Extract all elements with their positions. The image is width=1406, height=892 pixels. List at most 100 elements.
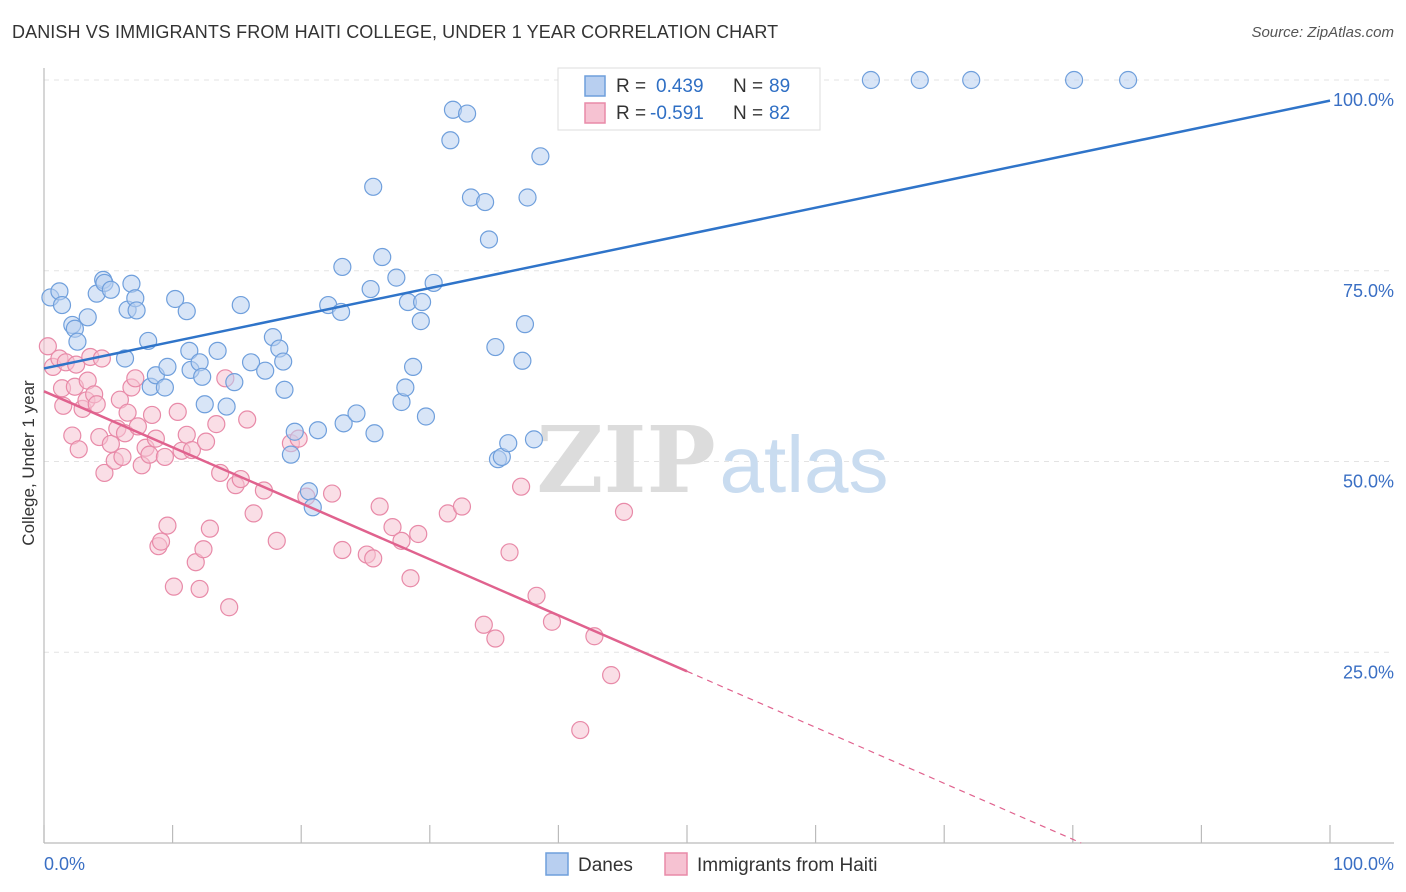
point-danes-37	[275, 380, 294, 399]
point-danes-48	[361, 279, 380, 299]
point-haiti-75	[512, 477, 531, 496]
point-danes-2	[52, 295, 72, 315]
chart-source: Source: ZipAtlas.com	[1251, 24, 1394, 41]
point-danes-57	[411, 312, 430, 331]
point-danes-42	[308, 421, 328, 440]
point-danes-90	[962, 70, 981, 90]
point-haiti-41	[177, 425, 196, 444]
point-danes-33	[256, 361, 275, 380]
point-danes-39	[285, 422, 304, 441]
stats-n-label-danes: N =	[733, 76, 768, 97]
point-haiti-68	[401, 569, 420, 588]
point-haiti-23	[113, 447, 132, 467]
point-haiti-61	[322, 484, 342, 503]
point-haiti-54	[238, 410, 257, 429]
watermark-zip: ZIP	[536, 406, 715, 514]
point-haiti-31	[140, 445, 159, 464]
point-danes-31	[231, 295, 250, 315]
point-haiti-48	[207, 415, 226, 434]
stats-n-label-haiti: N =	[733, 103, 768, 124]
legend: Danes Immigrants from Haiti	[545, 852, 878, 876]
point-danes-52	[387, 268, 406, 287]
y-tick-label-0: 25.0%	[1343, 662, 1394, 682]
point-danes-15	[127, 301, 146, 320]
point-haiti-44	[190, 579, 209, 599]
point-haiti-0	[38, 337, 57, 356]
point-haiti-81	[614, 502, 634, 521]
stats-r-label-danes: R =	[616, 76, 651, 97]
point-haiti-73	[486, 629, 505, 648]
y-tick-label-1: 50.0%	[1343, 472, 1394, 492]
point-haiti-76	[527, 586, 546, 605]
trend-line-extension-haiti	[686, 670, 1082, 844]
point-danes-61	[441, 131, 460, 150]
trend-line-danes	[43, 99, 1331, 370]
point-haiti-35	[151, 532, 171, 551]
point-danes-58	[412, 292, 432, 312]
point-danes-21	[166, 289, 185, 309]
point-haiti-19	[101, 434, 120, 454]
chart-title: DANISH VS IMMIGRANTS FROM HAITI COLLEGE,…	[12, 22, 779, 42]
legend-swatch-danes	[545, 852, 569, 876]
point-haiti-38	[164, 577, 183, 596]
point-haiti-66	[383, 518, 402, 537]
point-danes-46	[334, 414, 353, 433]
point-haiti-55	[244, 504, 263, 523]
point-haiti-51	[220, 598, 239, 617]
watermark: ZIP atlas	[536, 406, 888, 514]
point-danes-26	[193, 367, 212, 386]
point-haiti-37	[158, 516, 177, 535]
legend-label-haiti: Immigrants from Haiti	[697, 855, 878, 876]
point-danes-70	[499, 434, 518, 453]
point-danes-67	[486, 337, 505, 357]
point-haiti-46	[196, 432, 216, 451]
axes	[43, 68, 1394, 844]
point-haiti-57	[267, 531, 286, 550]
point-danes-89	[910, 70, 929, 90]
point-danes-29	[217, 397, 236, 416]
y-axis-label: College, Under 1 year	[19, 380, 38, 546]
watermark-atlas: atlas	[720, 420, 889, 509]
point-danes-5	[68, 332, 87, 351]
point-haiti-69	[409, 524, 428, 544]
y-tick-labels: 25.0% 50.0% 75.0% 100.0%	[1333, 90, 1394, 682]
point-danes-54	[396, 378, 415, 397]
stats-n-value-danes: 89	[769, 76, 790, 97]
point-danes-56	[403, 357, 423, 376]
point-haiti-72	[474, 615, 493, 634]
y-tick-label-3: 100.0%	[1333, 90, 1394, 110]
point-danes-49	[364, 177, 383, 196]
point-haiti-36	[155, 447, 174, 467]
point-danes-22	[177, 302, 196, 321]
point-danes-20	[158, 357, 177, 376]
point-haiti-80	[602, 666, 621, 685]
point-haiti-15	[87, 395, 106, 414]
point-danes-11	[115, 349, 135, 368]
point-haiti-25	[118, 403, 137, 422]
x-tick-label-max: 100.0%	[1333, 854, 1394, 874]
x-tick-label-min: 0.0%	[44, 854, 85, 874]
y-tick-label-2: 75.0%	[1343, 281, 1394, 301]
point-haiti-27	[126, 369, 145, 388]
point-danes-47	[347, 404, 366, 423]
point-danes-66	[479, 230, 499, 249]
point-haiti-62	[333, 540, 352, 560]
point-danes-75	[531, 147, 550, 166]
point-danes-10	[101, 280, 120, 299]
point-danes-73	[518, 188, 537, 207]
point-haiti-9	[69, 440, 88, 459]
point-haiti-32	[142, 405, 162, 425]
stats-r-value-danes: 0.439	[656, 76, 704, 97]
gridlines	[44, 79, 1394, 653]
point-danes-45	[333, 257, 352, 277]
point-haiti-65	[370, 497, 389, 516]
point-haiti-64	[364, 549, 383, 568]
stats-legend: R = 0.439 N = 89 R = -0.591 N = 82	[557, 67, 821, 131]
trend-lines	[43, 99, 1331, 844]
point-danes-36	[274, 352, 293, 371]
point-danes-51	[373, 247, 392, 267]
point-danes-72	[515, 315, 535, 334]
point-danes-63	[457, 104, 477, 123]
stats-r-label-haiti: R =	[616, 103, 651, 124]
